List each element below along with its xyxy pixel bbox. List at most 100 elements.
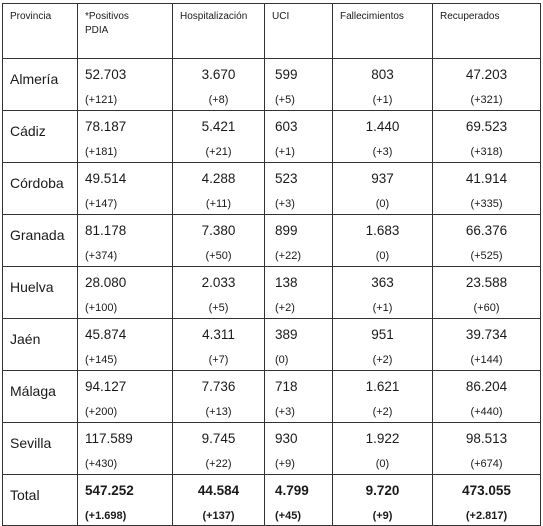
provincia-name: Jaén xyxy=(10,331,41,347)
hospitalizacion-delta: (+13) xyxy=(205,406,232,418)
table-row: Granada 81.178 (+374) 7.380 (+50) 899 (+22) 1.6… xyxy=(2,214,541,267)
recuperados-delta: (+674) xyxy=(470,458,503,470)
provincia-cell: Huelva xyxy=(2,266,78,319)
table-row: Córdoba 49.514 (+147) 4.288 (+11) 523 (+3) 937 (… xyxy=(2,162,541,215)
hospitalizacion-value: 5.421 xyxy=(201,119,236,134)
covid-andalucia-table: Provincia *Positivos PDIA Hospitalizació… xyxy=(2,3,541,526)
hospitalizacion-cell: 4.311 (+7) xyxy=(172,318,265,371)
hospitalizacion-cell: 4.288 (+11) xyxy=(172,162,265,215)
positivos-cell: 78.187 (+181) xyxy=(77,110,173,163)
provincia-name: Sevilla xyxy=(10,435,52,451)
uci-delta: (+3) xyxy=(275,198,295,210)
hospitalizacion-value: 4.311 xyxy=(202,327,235,342)
fallecimientos-value: 1.922 xyxy=(365,431,400,446)
hospitalizacion-value: 4.288 xyxy=(201,171,236,186)
fallecimientos-delta: (+2) xyxy=(372,406,393,418)
hospitalizacion-value: 7.380 xyxy=(201,223,236,238)
provincia-cell: Almería xyxy=(2,58,78,111)
header-row: Provincia *Positivos PDIA Hospitalizació… xyxy=(2,3,541,59)
fallecimientos-cell: 803 (+1) xyxy=(332,58,433,111)
uci-cell: 523 (+3) xyxy=(264,162,333,215)
uci-value: 389 xyxy=(275,327,298,342)
positivos-delta: (+121) xyxy=(85,94,118,106)
provincia-name: Cádiz xyxy=(10,123,46,139)
header-uci: UCI xyxy=(264,3,333,59)
hospitalizacion-value: 3.670 xyxy=(201,67,236,82)
positivos-cell: 94.127 (+200) xyxy=(77,370,173,423)
recuperados-cell: 98.513 (+674) xyxy=(432,422,541,475)
provincia-cell: Málaga xyxy=(2,370,78,423)
hospitalizacion-value: 2.033 xyxy=(201,275,236,290)
hospitalizacion-value: 9.745 xyxy=(201,431,236,446)
uci-cell: 4.799 (+45) xyxy=(264,474,333,526)
uci-delta: (+1) xyxy=(275,146,295,158)
positivos-cell: 45.874 (+145) xyxy=(77,318,173,371)
fallecimientos-delta: (0) xyxy=(375,250,390,262)
hospitalizacion-value: 7.736 xyxy=(201,379,236,394)
uci-delta: (+3) xyxy=(275,406,295,418)
recuperados-delta: (+2.817) xyxy=(465,510,508,522)
positivos-cell: 28.080 (+100) xyxy=(77,266,173,319)
uci-delta: (+45) xyxy=(275,510,301,522)
header-hospitalizacion: Hospitalización xyxy=(172,3,265,59)
fallecimientos-delta: (0) xyxy=(375,198,390,210)
hospitalizacion-value: 44.584 xyxy=(197,483,240,498)
recuperados-cell: 39.734 (+144) xyxy=(432,318,541,371)
recuperados-value: 69.523 xyxy=(465,119,508,134)
provincia-name: Huelva xyxy=(10,279,54,295)
hospitalizacion-cell: 7.736 (+13) xyxy=(172,370,265,423)
table-row: Sevilla 117.589 (+430) 9.745 (+22) 930 (+9) 1.9… xyxy=(2,422,541,475)
fallecimientos-value: 1.440 xyxy=(365,119,400,134)
uci-delta: (+5) xyxy=(275,94,295,106)
fallecimientos-cell: 1.922 (0) xyxy=(332,422,433,475)
uci-cell: 718 (+3) xyxy=(264,370,333,423)
provincia-name: Total xyxy=(10,487,40,503)
hospitalizacion-delta: (+21) xyxy=(205,146,232,158)
recuperados-value: 39.734 xyxy=(465,327,508,342)
positivos-delta: (+430) xyxy=(85,458,118,470)
positivos-value: 81.178 xyxy=(85,223,127,238)
positivos-delta: (+100) xyxy=(85,302,118,314)
uci-value: 718 xyxy=(275,379,298,394)
uci-value: 599 xyxy=(275,67,298,82)
uci-cell: 138 (+2) xyxy=(264,266,333,319)
provincia-name: Málaga xyxy=(10,383,56,399)
header-positivos: *Positivos PDIA xyxy=(77,3,173,59)
positivos-cell: 547.252 (+1.698) xyxy=(77,474,173,526)
header-recuperados: Recuperados xyxy=(432,3,541,59)
positivos-value: 45.874 xyxy=(85,327,127,342)
positivos-delta: (+181) xyxy=(85,146,118,158)
uci-delta: (+22) xyxy=(275,250,301,262)
positivos-cell: 52.703 (+121) xyxy=(77,58,173,111)
recuperados-delta: (+318) xyxy=(470,146,503,158)
recuperados-value: 98.513 xyxy=(465,431,508,446)
hospitalizacion-delta: (+7) xyxy=(208,354,229,366)
recuperados-value: 66.376 xyxy=(465,223,508,238)
positivos-delta: (+147) xyxy=(85,198,118,210)
provincia-name: Almería xyxy=(10,71,59,87)
fallecimientos-cell: 951 (+2) xyxy=(332,318,433,371)
fallecimientos-value: 803 xyxy=(371,67,394,82)
uci-cell: 603 (+1) xyxy=(264,110,333,163)
hospitalizacion-cell: 9.745 (+22) xyxy=(172,422,265,475)
fallecimientos-cell: 1.440 (+3) xyxy=(332,110,433,163)
uci-cell: 930 (+9) xyxy=(264,422,333,475)
fallecimientos-value: 9.720 xyxy=(365,483,400,498)
uci-value: 138 xyxy=(275,275,298,290)
positivos-value: 28.080 xyxy=(85,275,127,290)
recuperados-cell: 66.376 (+525) xyxy=(432,214,541,267)
fallecimientos-cell: 9.720 (+9) xyxy=(332,474,433,526)
recuperados-value: 86.204 xyxy=(465,379,508,394)
uci-cell: 599 (+5) xyxy=(264,58,333,111)
recuperados-value: 47.203 xyxy=(465,67,508,82)
recuperados-delta: (+525) xyxy=(470,250,503,262)
recuperados-delta: (+321) xyxy=(470,94,503,106)
recuperados-cell: 47.203 (+321) xyxy=(432,58,541,111)
table-row: Huelva 28.080 (+100) 2.033 (+5) 138 (+2) 363 (+1… xyxy=(2,266,541,319)
hospitalizacion-delta: (+50) xyxy=(205,250,232,262)
table-row: Málaga 94.127 (+200) 7.736 (+13) 718 (+3) 1.621… xyxy=(2,370,541,423)
recuperados-cell: 69.523 (+318) xyxy=(432,110,541,163)
provincia-cell: Granada xyxy=(2,214,78,267)
recuperados-value: 41.914 xyxy=(465,171,508,186)
hospitalizacion-cell: 7.380 (+50) xyxy=(172,214,265,267)
